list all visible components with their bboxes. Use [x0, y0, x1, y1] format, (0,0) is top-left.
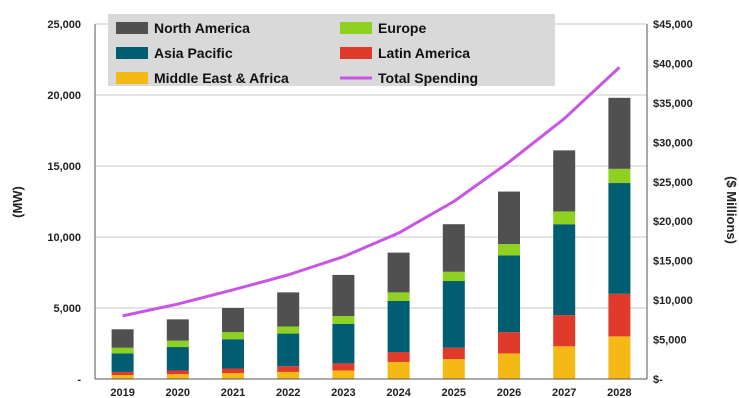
right-tick-labels: $- $5,000 $10,000 $15,000 $20,000 $25,000 $30,…: [653, 19, 693, 386]
x-tick-label: 2019: [110, 387, 134, 398]
bar-segment-middle-east-africa: [442, 359, 465, 379]
bar-segment-europe: [387, 292, 410, 301]
y-tick-label: 5,000: [53, 303, 81, 315]
bar-segment-asia-pacific: [442, 281, 465, 348]
bar-segment-europe: [498, 244, 520, 256]
y2-tick-label: $45,000: [653, 19, 693, 31]
bar-segment-europe: [111, 347, 134, 354]
x-tick-label: 2024: [386, 387, 411, 398]
bar-segment-latin-america: [442, 347, 465, 360]
bar-segment-middle-east-africa: [553, 346, 576, 379]
bar-segment-middle-east-africa: [222, 373, 244, 379]
bar-segment-asia-pacific: [111, 353, 134, 372]
bar-segment-latin-america: [498, 332, 520, 354]
bar-segment-middle-east-africa: [166, 374, 189, 379]
bar-segment-europe: [222, 332, 244, 340]
x-tick-labels: 2019 2020 2021 2022 2023 2024 2025 2026 2027 2028: [110, 387, 631, 398]
bar-segment-europe: [442, 271, 465, 282]
legend-background: [108, 14, 555, 86]
bar-segment-asia-pacific: [222, 339, 244, 369]
bar-segment-latin-america: [222, 368, 244, 374]
bar-segment-north-america: [332, 274, 355, 317]
bar-segment-latin-america: [277, 366, 300, 372]
bar-segment-latin-america: [111, 371, 134, 376]
axes: [94, 24, 648, 380]
total-spending-line: [122, 66, 621, 318]
x-tick-label: 2026: [497, 387, 521, 398]
y2-tick-label: $-: [653, 374, 663, 386]
legend-label-middle-east-africa: Middle East & Africa: [154, 70, 289, 86]
bar-segment-asia-pacific: [387, 300, 410, 353]
bar-segment-asia-pacific: [332, 323, 355, 364]
y-tick-label: 10,000: [47, 232, 81, 244]
y2-tick-label: $5,000: [653, 335, 687, 347]
y2-tick-label: $15,000: [653, 256, 693, 268]
legend-swatch-europe: [340, 22, 372, 34]
bar-segment-middle-east-africa: [332, 370, 355, 379]
left-axis-title: (MW): [10, 186, 25, 218]
bar-segment-europe: [166, 340, 189, 348]
legend-label-asia-pacific: Asia Pacific: [154, 45, 233, 61]
bar-segment-asia-pacific: [498, 255, 520, 333]
bar-segment-asia-pacific: [166, 347, 189, 371]
bar-segment-north-america: [222, 308, 244, 333]
bar-segment-asia-pacific: [277, 333, 300, 367]
bar-segment-north-america: [442, 224, 465, 272]
x-tick-label: 2020: [166, 387, 190, 398]
legend-swatch-asia-pacific: [116, 47, 148, 59]
bar-segment-europe: [608, 168, 631, 184]
x-tick-label: 2023: [331, 387, 355, 398]
bar-segment-north-america: [166, 319, 189, 341]
bar-segment-middle-east-africa: [498, 353, 520, 379]
bar-segment-asia-pacific: [608, 183, 631, 294]
legend-label-latin-america: Latin America: [378, 45, 470, 61]
y2-tick-label: $20,000: [653, 216, 693, 228]
bar-segment-europe: [332, 316, 355, 324]
legend: North America Europe Asia Pacific Latin Ame…: [108, 14, 555, 86]
bar-segment-north-america: [387, 252, 410, 293]
y2-tick-label: $40,000: [653, 58, 693, 70]
right-axis-title: ($ Millions): [724, 176, 739, 244]
bar-segment-middle-east-africa: [608, 336, 631, 379]
y2-tick-label: $25,000: [653, 177, 693, 189]
legend-swatch-latin-america: [340, 47, 372, 59]
x-tick-label: 2028: [607, 387, 631, 398]
bar-segment-latin-america: [553, 315, 576, 347]
bar-segment-latin-america: [166, 370, 189, 375]
y-tick-label: 25,000: [47, 19, 81, 31]
bar-segment-north-america: [553, 150, 576, 212]
y-tick-label: 20,000: [47, 90, 81, 102]
legend-swatch-middle-east-africa: [116, 72, 148, 84]
x-tick-label: 2022: [276, 387, 300, 398]
legend-swatch-north-america: [116, 22, 148, 34]
bar-segment-north-america: [498, 191, 520, 245]
bar-segment-asia-pacific: [553, 224, 576, 316]
bar-segment-middle-east-africa: [387, 361, 410, 379]
bar-segment-middle-east-africa: [277, 371, 300, 379]
y2-tick-label: $30,000: [653, 137, 693, 149]
bar-segment-north-america: [277, 292, 300, 327]
bar-segment-middle-east-africa: [111, 375, 134, 379]
bar-segment-europe: [553, 211, 576, 225]
bar-segment-north-america: [608, 97, 631, 169]
bar-segment-north-america: [111, 329, 134, 348]
y-tick-label: 15,000: [47, 161, 81, 173]
x-tick-label: 2025: [442, 387, 466, 398]
legend-label-north-america: North America: [154, 20, 250, 36]
y-tick-label: -: [77, 374, 81, 386]
bar-series: [111, 97, 631, 379]
bar-segment-latin-america: [608, 293, 631, 337]
bar-segment-latin-america: [332, 363, 355, 371]
bar-segment-europe: [277, 326, 300, 334]
total-spending-series: [122, 66, 621, 318]
y2-tick-label: $35,000: [653, 98, 693, 110]
legend-label-europe: Europe: [378, 20, 426, 36]
y2-tick-label: $10,000: [653, 295, 693, 307]
x-tick-label: 2027: [552, 387, 576, 398]
left-tick-labels: - 5,000 10,000 15,000 20,000 25,000: [47, 19, 81, 386]
x-tick-label: 2021: [221, 387, 245, 398]
bar-segment-latin-america: [387, 352, 410, 362]
legend-label-total-spending: Total Spending: [378, 70, 478, 86]
